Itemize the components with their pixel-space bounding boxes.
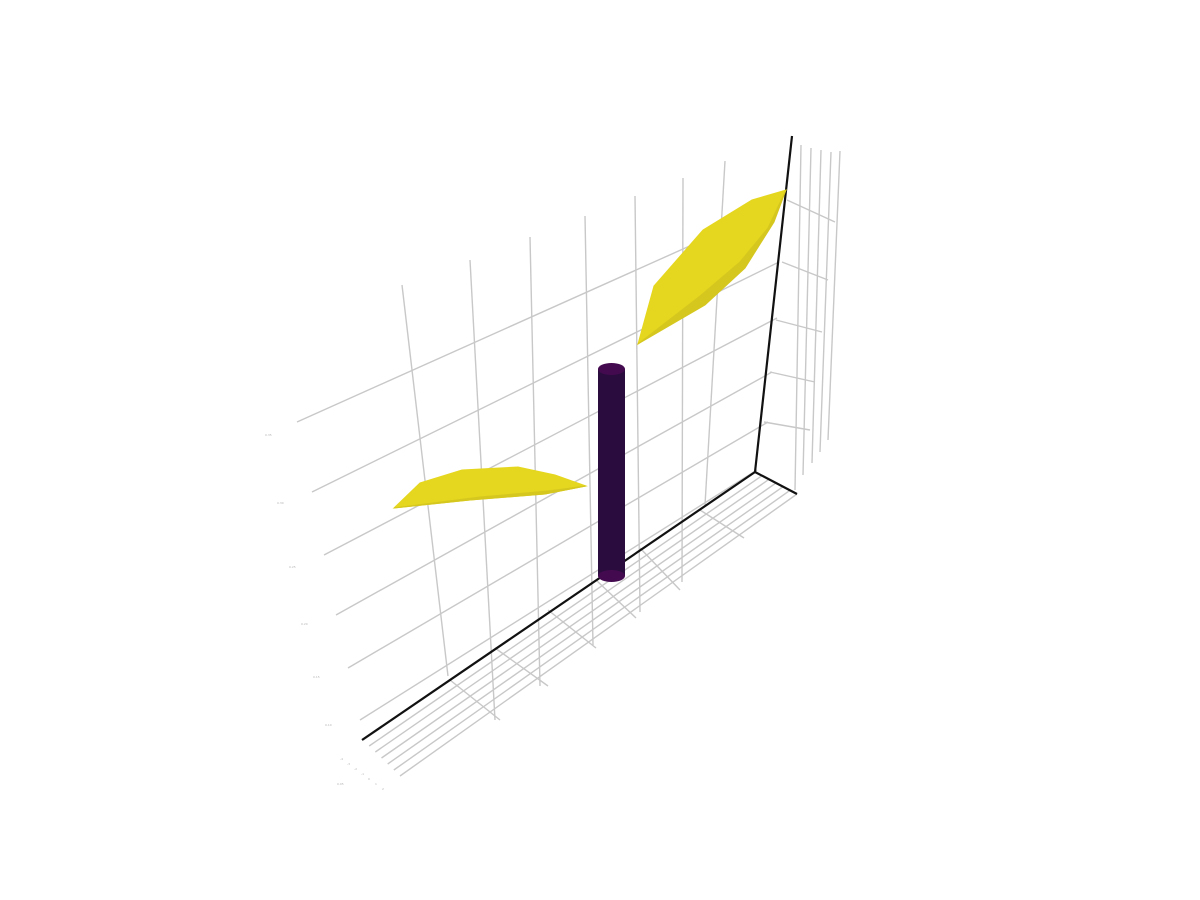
tick-label: 0 (368, 777, 370, 781)
surfaces (392, 189, 787, 582)
floor-grid-line (374, 478, 770, 753)
floor-grid-line (699, 509, 745, 539)
floor-grid-line (393, 489, 791, 771)
right-wall-grid-line (763, 421, 811, 431)
surface-ellipsoid-left (392, 466, 588, 509)
right-wall-grid-line (811, 149, 822, 464)
grid-line-horizontal (323, 317, 778, 556)
floor-grid-line (368, 475, 763, 747)
floor-grid-line (387, 486, 784, 765)
tick-label: 0.20 (301, 622, 308, 626)
right-wall-grid-line (775, 319, 823, 333)
grid-line-vertical (681, 177, 684, 583)
right-wall-grid-line (819, 151, 832, 453)
right-wall-grid-line (781, 261, 829, 281)
floor-grid-line (639, 547, 681, 591)
tick-labels: 0.35 0.30 0.25 0.20 0.15 0.10 0.05 -4 -3 -2 -1 0 1 2 (265, 433, 384, 791)
x-axis-line (361, 471, 756, 741)
floor-grid-line (449, 679, 501, 721)
tick-label: 0.05 (337, 782, 344, 786)
z-axis-line (753, 135, 794, 473)
grid-line-horizontal (335, 371, 773, 616)
tick-label: -4 (340, 757, 343, 761)
floor-grid-line (399, 493, 798, 777)
surface-ellipsoid-right-shade (637, 189, 787, 345)
floor-grid-line (595, 579, 637, 619)
surface-cylinder-body (598, 369, 625, 576)
grid-line-vertical (634, 195, 641, 613)
tick-label: -1 (361, 772, 364, 776)
tick-label: 1 (375, 782, 377, 786)
axes (361, 135, 798, 741)
surface-cylinder-top (598, 363, 625, 375)
grid-line-vertical (401, 284, 449, 677)
right-wall-grid-line (794, 144, 802, 491)
right-wall-grid-line (827, 150, 841, 441)
tick-label: 2 (382, 787, 384, 791)
floor-grid-line (547, 609, 597, 649)
floor-grid-line (381, 482, 777, 759)
tick-label: 0.25 (289, 565, 296, 569)
tick-label: -3 (347, 762, 350, 766)
tick-label: 0.35 (265, 433, 272, 437)
grid-line-vertical (529, 236, 541, 687)
tick-label: -2 (354, 767, 357, 771)
tick-label: 0.10 (325, 723, 332, 727)
grid-line-horizontal (359, 469, 758, 721)
surface-ellipsoid-left-shade (393, 485, 587, 509)
surface-cylinder-bottom (598, 570, 625, 582)
floor-grid-line (494, 647, 549, 687)
tick-label: 0.30 (277, 501, 284, 505)
right-wall-grid-line (769, 371, 816, 383)
surface-ellipsoid-right (637, 189, 787, 346)
right-wall-grid-line (786, 199, 836, 223)
grid-line-horizontal (347, 421, 769, 669)
y-axis-line (754, 471, 798, 495)
grid-line-vertical (584, 215, 594, 646)
tick-label: 0.15 (313, 675, 320, 679)
right-wall-grid-line (802, 147, 812, 476)
